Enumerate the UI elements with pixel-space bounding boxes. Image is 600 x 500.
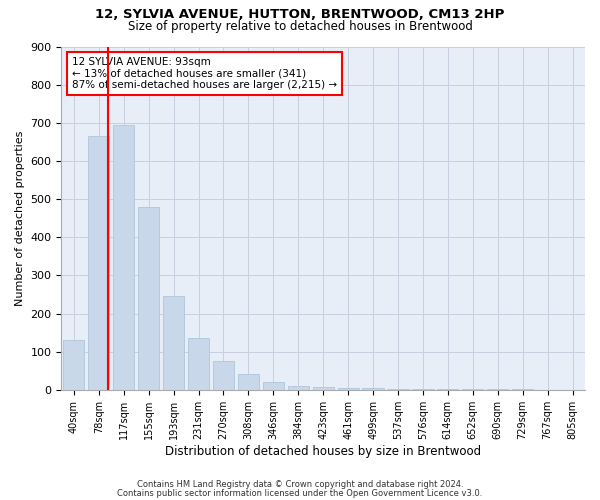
Bar bbox=[412, 389, 434, 390]
Bar bbox=[338, 388, 359, 390]
Text: Size of property relative to detached houses in Brentwood: Size of property relative to detached ho… bbox=[128, 20, 472, 33]
Bar bbox=[188, 338, 209, 390]
X-axis label: Distribution of detached houses by size in Brentwood: Distribution of detached houses by size … bbox=[165, 444, 481, 458]
Bar bbox=[313, 387, 334, 390]
Text: Contains public sector information licensed under the Open Government Licence v3: Contains public sector information licen… bbox=[118, 488, 482, 498]
Bar bbox=[88, 136, 109, 390]
Bar bbox=[213, 361, 234, 390]
Bar bbox=[238, 374, 259, 390]
Bar bbox=[437, 389, 458, 390]
Text: 12, SYLVIA AVENUE, HUTTON, BRENTWOOD, CM13 2HP: 12, SYLVIA AVENUE, HUTTON, BRENTWOOD, CM… bbox=[95, 8, 505, 20]
Bar bbox=[287, 386, 309, 390]
Bar bbox=[63, 340, 85, 390]
Bar bbox=[263, 382, 284, 390]
Text: Contains HM Land Registry data © Crown copyright and database right 2024.: Contains HM Land Registry data © Crown c… bbox=[137, 480, 463, 489]
Bar bbox=[113, 126, 134, 390]
Text: 12 SYLVIA AVENUE: 93sqm
← 13% of detached houses are smaller (341)
87% of semi-d: 12 SYLVIA AVENUE: 93sqm ← 13% of detache… bbox=[72, 57, 337, 90]
Bar bbox=[138, 206, 159, 390]
Bar bbox=[163, 296, 184, 390]
Bar bbox=[362, 388, 383, 390]
Bar bbox=[388, 388, 409, 390]
Y-axis label: Number of detached properties: Number of detached properties bbox=[15, 130, 25, 306]
